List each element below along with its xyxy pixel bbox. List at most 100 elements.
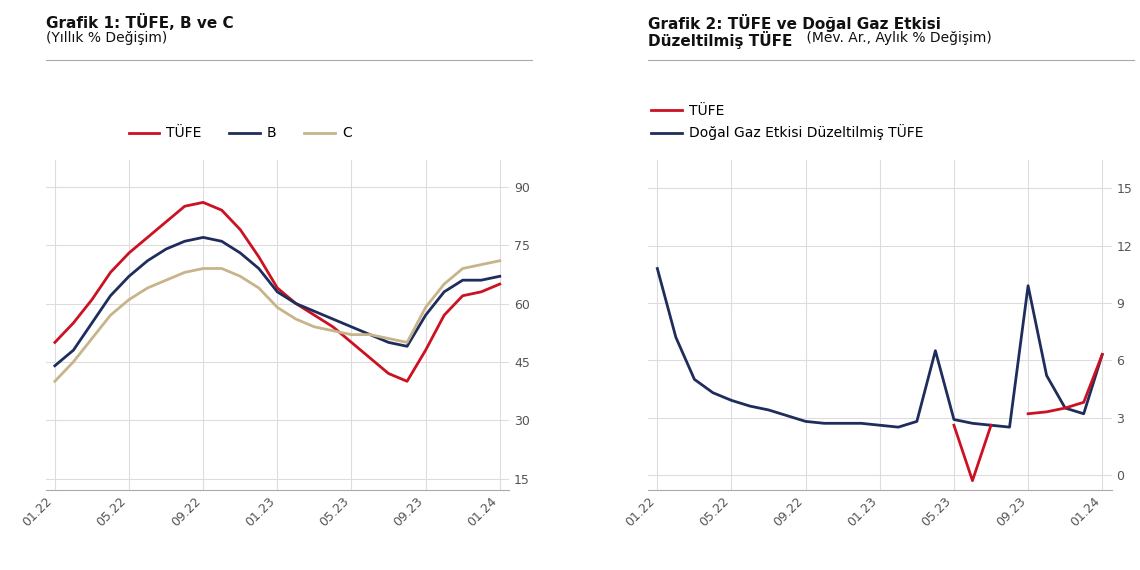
B	[492, 273, 506, 280]
Doğal Gaz Etkisi Düzeltilmiş TÜFE	[669, 334, 683, 341]
B	[474, 277, 488, 284]
Text: Grafik 1: TÜFE, B ve C: Grafik 1: TÜFE, B ve C	[46, 14, 234, 31]
Doğal Gaz Etkisi Düzeltilmiş TÜFE	[966, 420, 979, 427]
C	[196, 265, 210, 272]
Doğal Gaz Etkisi Düzeltilmiş TÜFE	[725, 397, 739, 404]
Doğal Gaz Etkisi Düzeltilmiş TÜFE	[817, 420, 831, 427]
TÜFE	[947, 422, 961, 429]
C	[252, 284, 266, 291]
Doğal Gaz Etkisi Düzeltilmiş TÜFE	[651, 265, 665, 272]
C	[86, 335, 99, 342]
TÜFE	[984, 422, 998, 429]
C	[326, 327, 340, 334]
Doğal Gaz Etkisi Düzeltilmiş TÜFE	[873, 422, 887, 429]
C	[308, 323, 321, 330]
C	[492, 257, 506, 264]
TÜFE	[400, 378, 414, 385]
Text: (Mev. Ar., Aylık % Değişim): (Mev. Ar., Aylık % Değişim)	[801, 31, 992, 46]
TÜFE	[178, 203, 192, 210]
TÜFE	[474, 288, 488, 295]
Doğal Gaz Etkisi Düzeltilmiş TÜFE	[762, 406, 775, 413]
B	[196, 234, 210, 241]
C	[364, 331, 377, 338]
B	[214, 238, 228, 245]
TÜFE	[966, 477, 979, 484]
Doğal Gaz Etkisi Düzeltilmiş TÜFE	[1021, 282, 1035, 289]
B	[456, 277, 470, 284]
Line: C: C	[55, 260, 499, 381]
Doğal Gaz Etkisi Düzeltilmiş TÜFE	[799, 418, 813, 425]
B	[308, 308, 321, 315]
TÜFE	[438, 312, 451, 319]
Legend: TÜFE, B, C: TÜFE, B, C	[123, 121, 357, 146]
Doğal Gaz Etkisi Düzeltilmiş TÜFE	[1040, 372, 1053, 379]
C	[48, 378, 62, 385]
TÜFE	[252, 254, 266, 260]
TÜFE	[122, 250, 136, 256]
TÜFE	[382, 370, 396, 377]
B	[160, 246, 173, 253]
TÜFE	[492, 280, 506, 287]
C	[382, 335, 396, 342]
B	[270, 288, 284, 295]
TÜFE	[418, 347, 432, 353]
C	[400, 339, 414, 346]
Doğal Gaz Etkisi Düzeltilmiş TÜFE	[854, 420, 868, 427]
B	[86, 320, 99, 327]
Line: Doğal Gaz Etkisi Düzeltilmiş TÜFE: Doğal Gaz Etkisi Düzeltilmiş TÜFE	[658, 268, 1102, 427]
Line: TÜFE: TÜFE	[55, 202, 499, 381]
B	[48, 363, 62, 369]
B	[400, 343, 414, 350]
Line: TÜFE: TÜFE	[954, 425, 991, 481]
Text: (Yıllık % Değişim): (Yıllık % Değişim)	[46, 31, 166, 46]
TÜFE	[308, 312, 321, 319]
C	[160, 277, 173, 284]
C	[438, 280, 451, 287]
C	[66, 359, 80, 365]
C	[290, 316, 303, 323]
C	[214, 265, 228, 272]
TÜFE	[48, 339, 62, 346]
B	[290, 300, 303, 307]
TÜFE	[66, 320, 80, 327]
C	[140, 284, 154, 291]
C	[270, 304, 284, 311]
C	[344, 331, 358, 338]
C	[456, 265, 470, 272]
Doğal Gaz Etkisi Düzeltilmiş TÜFE	[947, 416, 961, 423]
TÜFE	[364, 355, 377, 361]
Text: Grafik 2: TÜFE ve Doğal Gaz Etkisi: Grafik 2: TÜFE ve Doğal Gaz Etkisi	[648, 14, 940, 32]
Doğal Gaz Etkisi Düzeltilmiş TÜFE	[1003, 424, 1017, 430]
C	[104, 312, 117, 319]
TÜFE	[86, 296, 99, 303]
Doğal Gaz Etkisi Düzeltilmiş TÜFE	[1058, 405, 1072, 412]
Doğal Gaz Etkisi Düzeltilmiş TÜFE	[910, 418, 923, 425]
Doğal Gaz Etkisi Düzeltilmiş TÜFE	[706, 389, 719, 396]
Doğal Gaz Etkisi Düzeltilmiş TÜFE	[929, 347, 943, 354]
TÜFE	[290, 300, 303, 307]
Doğal Gaz Etkisi Düzeltilmiş TÜFE	[984, 422, 998, 429]
Doğal Gaz Etkisi Düzeltilmiş TÜFE	[780, 412, 793, 419]
Text: Düzeltilmiş TÜFE: Düzeltilmiş TÜFE	[648, 31, 792, 50]
B	[140, 257, 154, 264]
TÜFE	[160, 218, 173, 225]
C	[418, 304, 432, 311]
TÜFE	[234, 226, 247, 233]
B	[104, 292, 117, 299]
B	[66, 347, 80, 353]
B	[344, 323, 358, 330]
B	[178, 238, 192, 245]
C	[234, 273, 247, 280]
B	[326, 316, 340, 323]
Doğal Gaz Etkisi Düzeltilmiş TÜFE	[743, 402, 757, 409]
Doğal Gaz Etkisi Düzeltilmiş TÜFE	[687, 376, 701, 383]
B	[122, 273, 136, 280]
C	[122, 296, 136, 303]
TÜFE	[344, 339, 358, 346]
TÜFE	[326, 323, 340, 330]
TÜFE	[140, 234, 154, 241]
Doğal Gaz Etkisi Düzeltilmiş TÜFE	[836, 420, 849, 427]
Line: B: B	[55, 237, 499, 366]
Doğal Gaz Etkisi Düzeltilmiş TÜFE	[1077, 410, 1091, 417]
Doğal Gaz Etkisi Düzeltilmiş TÜFE	[1096, 351, 1109, 358]
